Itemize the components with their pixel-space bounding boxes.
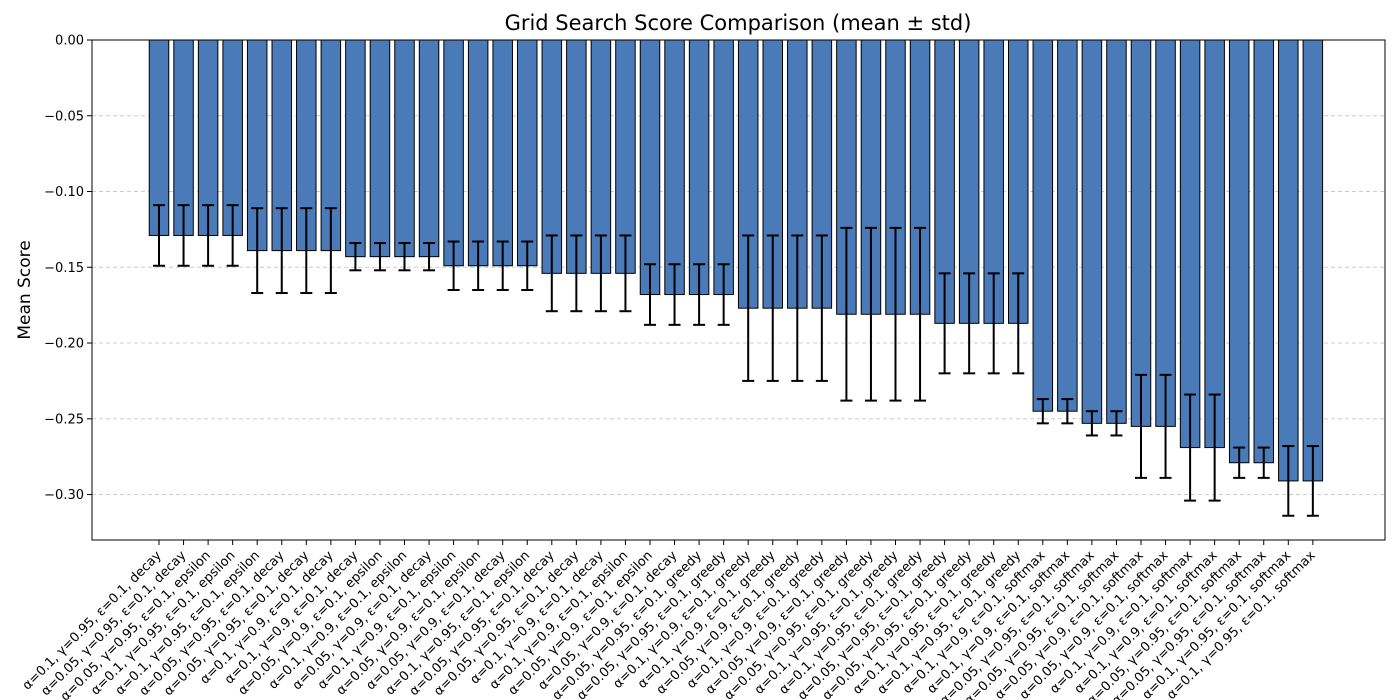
bar [345,39,366,258]
bar [418,39,440,258]
bar [1155,39,1176,427]
y-axis-ticks: 0.00 −0.05 −0.10 −0.15 −0.20 −0.25 −0.30 [44,34,92,503]
y-tick-label: −0.15 [44,261,84,276]
bar [1278,39,1299,482]
bar [1032,39,1054,412]
bar [1204,39,1225,449]
bar [1081,39,1103,424]
y-tick-label: −0.20 [44,337,84,352]
y-tick-label: −0.10 [44,185,84,200]
bar [664,39,685,296]
bar [713,39,734,296]
y-tick-label: −0.05 [44,109,84,124]
bars [148,39,1324,482]
bar [492,39,513,267]
bar [443,39,464,267]
bar [517,39,538,267]
y-axis-label: Mean Score [15,240,35,339]
bar [639,39,661,296]
y-tick-label: −0.25 [44,412,84,427]
bar [369,39,391,258]
plot-frame [91,39,1386,541]
y-tick-label: −0.30 [44,488,84,503]
bar [1302,39,1324,482]
bar [1253,39,1274,464]
bar [1057,39,1078,412]
bar [688,39,710,296]
error-bars [153,204,1319,517]
chart-title: Grid Search Score Comparison (mean ± std… [505,11,972,35]
bar [467,39,489,267]
bar [1130,39,1152,427]
y-tick-label: 0.00 [55,34,84,49]
bar [1228,39,1250,464]
bar [1106,39,1127,424]
bar [1179,39,1201,449]
bar [394,39,415,258]
